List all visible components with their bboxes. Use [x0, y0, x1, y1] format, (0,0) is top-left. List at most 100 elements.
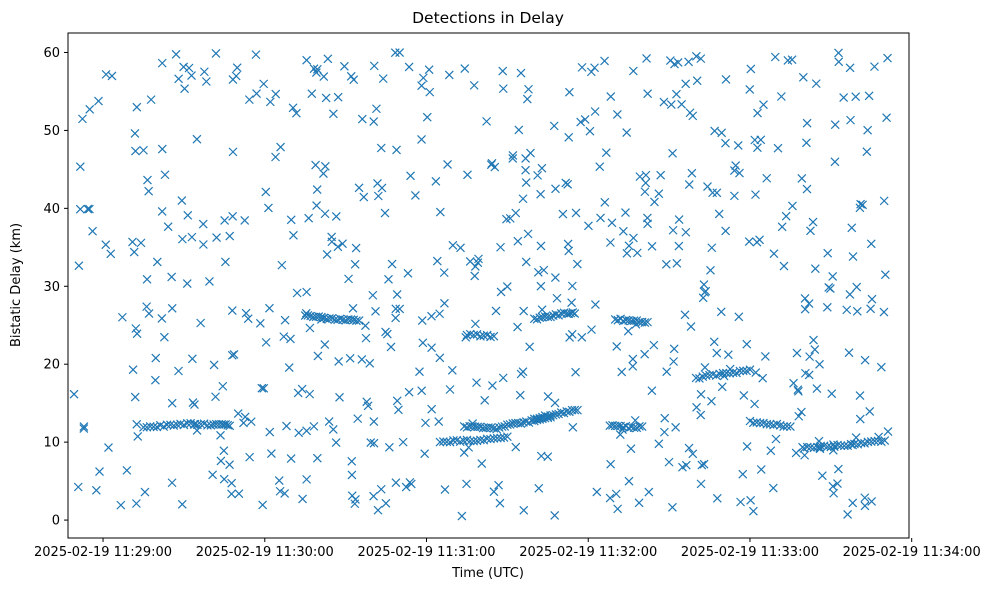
track-detection-point — [570, 405, 580, 415]
detection-point — [331, 438, 341, 447]
detection-point — [417, 81, 427, 91]
detection-point — [751, 368, 761, 378]
detection-point — [369, 117, 379, 126]
detection-point — [286, 334, 295, 344]
detection-point — [216, 430, 225, 440]
detection-point — [434, 417, 444, 426]
detection-point — [502, 282, 512, 291]
detection-point — [371, 306, 380, 316]
detection-point — [550, 273, 560, 283]
detection-point — [634, 498, 644, 508]
detection-point — [240, 215, 250, 225]
detection-point — [78, 114, 87, 124]
detection-point — [561, 178, 571, 188]
detection-point — [817, 471, 827, 481]
track-detection-point — [535, 313, 545, 323]
track-detection-point — [462, 330, 472, 340]
detection-point — [524, 84, 533, 94]
detection-point — [333, 92, 343, 102]
detection-point — [384, 274, 393, 284]
detection-point — [309, 64, 319, 74]
detection-point — [346, 71, 356, 81]
detection-point — [132, 329, 142, 339]
y-axis-ticks: 0 10 20 30 40 50 60 — [43, 46, 68, 529]
track-detection-point — [325, 314, 334, 323]
detection-point — [167, 478, 177, 488]
detection-point — [298, 494, 308, 504]
detection-point — [425, 87, 435, 97]
track-detection-point — [502, 420, 512, 430]
detection-point — [418, 73, 428, 83]
detection-point — [184, 63, 194, 73]
detection-point — [302, 55, 312, 65]
detection-point — [95, 467, 104, 476]
detection-point — [392, 145, 401, 155]
detection-point — [312, 453, 322, 463]
detection-point — [879, 196, 889, 206]
detection-point — [860, 501, 870, 511]
detection-point — [227, 489, 236, 499]
detection-point — [550, 398, 560, 408]
detection-point — [376, 143, 386, 153]
detection-point — [160, 170, 170, 180]
detection-point — [642, 54, 651, 63]
detection-point — [418, 338, 428, 348]
detection-point — [187, 232, 197, 242]
detection-point — [591, 300, 600, 309]
detection-point — [624, 476, 634, 486]
detection-point — [410, 191, 420, 200]
detection-point — [312, 201, 322, 210]
detection-point — [261, 187, 271, 197]
detection-point — [681, 227, 691, 237]
detection-point — [752, 143, 762, 153]
detection-point — [776, 92, 786, 101]
detection-point — [623, 326, 633, 336]
detection-point — [696, 479, 706, 489]
track-detection-point — [568, 307, 578, 317]
track-detection-point — [632, 423, 642, 433]
detection-point — [585, 126, 595, 136]
track-detection-point — [735, 366, 745, 376]
detection-point — [805, 352, 815, 362]
detection-point — [781, 211, 791, 221]
detection-point — [746, 495, 756, 505]
detection-point — [131, 146, 140, 156]
detection-point — [491, 306, 501, 316]
detection-point — [357, 354, 367, 364]
detection-point — [157, 144, 167, 154]
detection-point — [576, 117, 586, 127]
track-detection-point — [469, 330, 479, 340]
detection-point — [612, 342, 622, 351]
track-detection-point — [823, 442, 832, 452]
detection-point — [304, 213, 314, 223]
detection-point — [190, 400, 199, 409]
detection-point — [350, 499, 360, 509]
detection-point — [606, 92, 616, 101]
detection-point — [439, 268, 449, 278]
detection-point — [864, 91, 874, 101]
detection-point — [600, 56, 609, 66]
detection-point — [883, 53, 892, 63]
track-detection-point — [637, 422, 647, 431]
detection-point — [847, 223, 857, 233]
detection-point — [549, 121, 559, 131]
track-detection-point — [745, 365, 755, 375]
detection-point — [348, 303, 358, 313]
detection-point — [802, 184, 812, 194]
y-tick-label: 30 — [43, 280, 60, 295]
detection-point — [378, 74, 388, 84]
plot-frame — [67, 32, 910, 539]
detection-point — [731, 161, 741, 170]
track-detection-point — [782, 421, 792, 431]
detection-point — [643, 89, 653, 99]
detection-point — [606, 459, 616, 469]
detection-point — [473, 258, 483, 268]
detection-point — [345, 353, 355, 363]
detection-point — [770, 52, 780, 62]
track-detection-point — [698, 372, 708, 382]
track-detection-point — [442, 437, 452, 447]
track-detection-point — [532, 414, 542, 424]
detection-point — [380, 208, 390, 218]
track-detection-point — [494, 423, 504, 432]
